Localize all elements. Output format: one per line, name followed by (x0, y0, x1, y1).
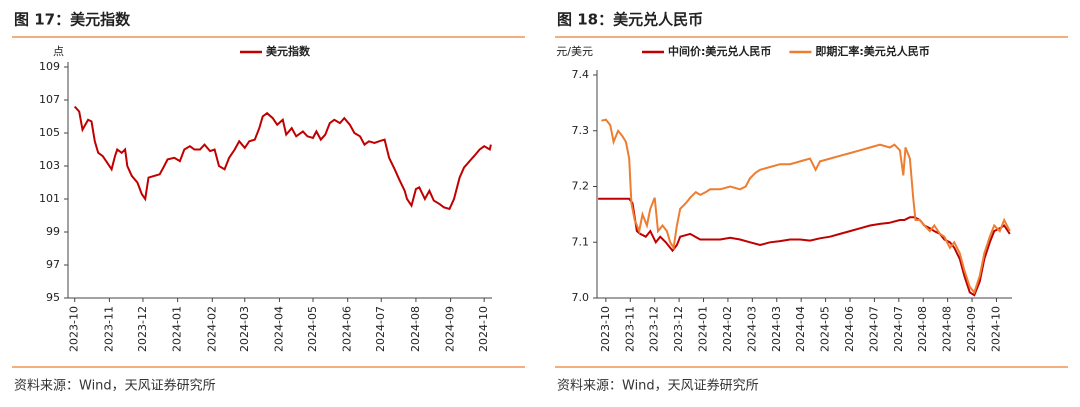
source-note: 资料来源：Wind，天风证券研究所 (557, 378, 759, 394)
y-tick-label: 99 (46, 225, 60, 238)
x-tick-label: 2024-04 (272, 306, 285, 352)
legend-label: 中间价:美元兑人民币 (668, 44, 771, 58)
x-tick-label: 2024-10 (477, 306, 490, 352)
legend-label: 美元指数 (266, 44, 311, 58)
y-tick-label: 95 (46, 291, 60, 304)
y-axis-label: 元/美元 (556, 45, 593, 58)
x-tick-label: 2024-02 (205, 306, 218, 352)
y-tick-label: 107 (39, 93, 60, 106)
x-tick-label: 2023-12 (136, 306, 149, 352)
x-tick-label: 2024-07 (867, 306, 880, 352)
x-tick-label: 2024-08 (409, 306, 422, 352)
x-tick-label: 2024-02 (721, 306, 734, 352)
x-tick-label: 2024-08 (941, 306, 954, 352)
x-tick-label: 2024-06 (341, 306, 354, 352)
y-axis-label: 点 (53, 45, 64, 58)
y-tick-label: 7.0 (572, 291, 590, 304)
y-tick-label: 7.1 (572, 235, 590, 248)
x-tick-label: 2023-11 (102, 306, 115, 352)
y-tick-label: 97 (46, 258, 60, 271)
x-tick-label: 2024-09 (965, 306, 978, 352)
x-tick-label: 2024-03 (745, 306, 758, 352)
series-line (601, 118, 1011, 295)
x-tick-label: 2024-05 (306, 306, 319, 352)
legend-label: 即期汇率:美元兑人民币 (815, 44, 929, 58)
x-tick-label: 2023-10 (599, 306, 612, 352)
x-tick-label: 2023-12 (672, 306, 685, 352)
x-tick-label: 2024-01 (697, 306, 710, 352)
y-tick-label: 101 (39, 192, 60, 205)
x-tick-label: 2024-03 (238, 306, 251, 352)
y-tick-label: 7.3 (572, 124, 590, 137)
x-tick-label: 2024-05 (819, 306, 832, 352)
y-tick-label: 109 (39, 60, 60, 73)
x-tick-label: 2024-04 (794, 306, 807, 352)
chart-title: 图 18：美元兑人民币 (557, 11, 703, 29)
x-tick-label: 2023-11 (623, 306, 636, 352)
x-tick-label: 2024-07 (892, 306, 905, 352)
x-tick-label: 2023-12 (648, 306, 661, 352)
y-tick-label: 103 (39, 159, 60, 172)
series-line (73, 105, 492, 211)
series-line (598, 197, 1011, 297)
x-tick-label: 2024-10 (989, 306, 1002, 352)
x-tick-label: 2024-09 (444, 306, 457, 352)
x-tick-label: 2024-01 (171, 306, 184, 352)
y-tick-label: 7.2 (572, 180, 590, 193)
y-tick-label: 7.4 (572, 68, 590, 81)
x-tick-label: 2023-10 (68, 306, 81, 352)
source-note: 资料来源：Wind，天风证券研究所 (14, 378, 216, 394)
x-tick-label: 2024-03 (770, 306, 783, 352)
x-tick-label: 2024-07 (374, 306, 387, 352)
x-tick-label: 2024-06 (843, 306, 856, 352)
chart-title: 图 17：美元指数 (14, 11, 131, 29)
y-tick-label: 105 (39, 126, 60, 139)
x-tick-label: 2024-08 (916, 306, 929, 352)
